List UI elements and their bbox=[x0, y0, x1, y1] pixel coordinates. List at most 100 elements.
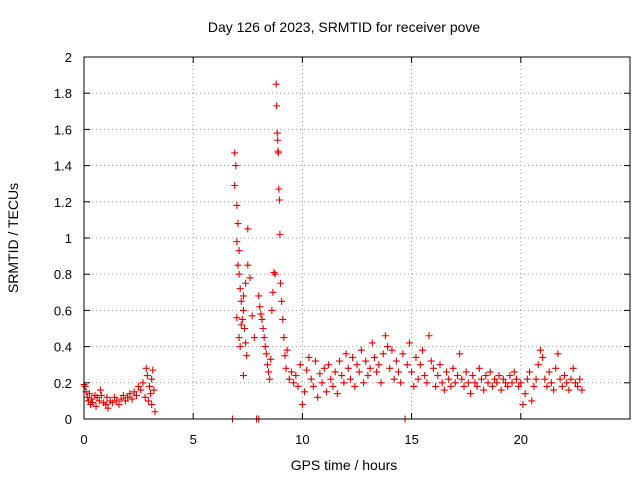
data-point bbox=[278, 297, 286, 305]
data-point bbox=[528, 397, 536, 405]
data-point bbox=[377, 379, 385, 387]
data-point bbox=[318, 379, 326, 387]
data-point bbox=[368, 339, 376, 347]
data-point bbox=[294, 382, 302, 390]
data-point bbox=[277, 279, 285, 287]
data-point bbox=[504, 382, 512, 390]
data-point bbox=[445, 375, 453, 383]
y-tick-label: 1.8 bbox=[54, 86, 72, 101]
data-point bbox=[447, 382, 455, 390]
data-point bbox=[360, 379, 368, 387]
data-point bbox=[563, 379, 571, 387]
data-point bbox=[274, 136, 282, 144]
data-point bbox=[429, 364, 437, 372]
data-point bbox=[305, 353, 313, 361]
data-point bbox=[534, 361, 542, 369]
data-point bbox=[515, 382, 523, 390]
data-point bbox=[283, 346, 291, 354]
data-point bbox=[312, 357, 320, 365]
data-point bbox=[271, 270, 279, 278]
data-point bbox=[233, 314, 241, 322]
data-point bbox=[495, 372, 503, 380]
data-point bbox=[260, 334, 268, 342]
data-point bbox=[425, 332, 433, 340]
y-tick-label: 0.8 bbox=[54, 267, 72, 282]
data-point bbox=[231, 182, 239, 190]
data-point bbox=[440, 386, 448, 394]
data-point bbox=[532, 375, 540, 383]
data-point bbox=[488, 382, 496, 390]
data-point bbox=[469, 372, 477, 380]
data-point bbox=[301, 388, 309, 396]
data-point bbox=[506, 372, 514, 380]
data-point bbox=[384, 343, 392, 351]
data-point bbox=[151, 408, 159, 416]
data-point bbox=[273, 102, 281, 110]
data-point bbox=[342, 350, 350, 358]
data-point bbox=[510, 368, 518, 376]
data-point bbox=[571, 379, 579, 387]
data-point bbox=[357, 346, 365, 354]
data-point bbox=[258, 315, 266, 323]
x-axis-label: GPS time / hours bbox=[291, 457, 398, 473]
data-point bbox=[565, 386, 573, 394]
data-point bbox=[338, 372, 346, 380]
data-point bbox=[279, 315, 287, 323]
data-point bbox=[327, 375, 335, 383]
data-point bbox=[108, 399, 116, 407]
y-tick-label: 0.6 bbox=[54, 303, 72, 318]
data-point bbox=[234, 261, 242, 269]
y-tick-label: 2 bbox=[65, 50, 72, 65]
data-point bbox=[246, 274, 254, 282]
data-point bbox=[263, 361, 271, 369]
data-point bbox=[257, 310, 265, 318]
data-point bbox=[554, 350, 562, 358]
data-point bbox=[462, 368, 470, 376]
data-point bbox=[379, 350, 387, 358]
data-point bbox=[88, 395, 96, 403]
grid bbox=[84, 57, 630, 419]
data-point bbox=[434, 372, 442, 380]
data-point bbox=[477, 375, 485, 383]
data-point bbox=[373, 368, 381, 376]
data-point bbox=[266, 375, 274, 383]
data-point bbox=[244, 225, 252, 233]
data-point bbox=[150, 386, 158, 394]
data-point bbox=[526, 368, 534, 376]
data-point bbox=[556, 375, 564, 383]
data-point bbox=[143, 372, 151, 380]
data-point bbox=[521, 390, 529, 398]
data-point bbox=[248, 312, 256, 320]
data-point bbox=[408, 368, 416, 376]
data-point bbox=[236, 343, 244, 351]
data-point bbox=[146, 382, 154, 390]
data-point bbox=[349, 353, 357, 361]
data-point bbox=[309, 382, 317, 390]
y-tick-label: 1.2 bbox=[54, 195, 72, 210]
data-point bbox=[386, 364, 394, 372]
data-point bbox=[280, 334, 288, 342]
data-point bbox=[126, 390, 134, 398]
data-point bbox=[351, 382, 359, 390]
data-point bbox=[275, 185, 283, 193]
data-point bbox=[121, 397, 129, 405]
data-point bbox=[370, 353, 378, 361]
data-point bbox=[124, 393, 132, 401]
data-point bbox=[484, 379, 492, 387]
data-point bbox=[149, 366, 157, 374]
data-point bbox=[261, 343, 269, 351]
data-point bbox=[242, 279, 250, 287]
data-point bbox=[412, 353, 420, 361]
data-point bbox=[397, 379, 405, 387]
data-point bbox=[322, 388, 330, 396]
data-point bbox=[119, 391, 127, 399]
data-point bbox=[241, 325, 249, 332]
data-point bbox=[139, 379, 147, 387]
chart-title: Day 126 of 2023, SRMTID for receiver pov… bbox=[208, 19, 481, 35]
data-point bbox=[460, 382, 468, 390]
data-point bbox=[97, 391, 105, 399]
data-point bbox=[236, 285, 244, 293]
y-tick-label: 0.2 bbox=[54, 376, 72, 391]
data-point bbox=[576, 375, 584, 383]
data-point bbox=[298, 401, 306, 409]
